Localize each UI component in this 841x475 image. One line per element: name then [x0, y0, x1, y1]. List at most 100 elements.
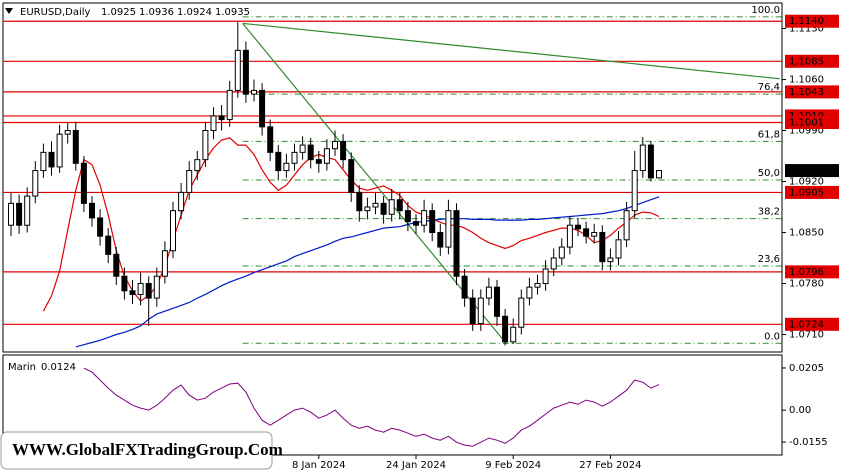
current-price: 1.0935	[789, 166, 824, 177]
watermark: WWW.GlobalFXTradingGroup.Com	[12, 440, 283, 459]
level-label-box	[785, 54, 839, 68]
candle-body	[469, 297, 476, 325]
candle-body	[178, 191, 185, 212]
candle-body	[631, 170, 638, 212]
candle-body	[64, 130, 71, 135]
candle-body	[396, 199, 403, 212]
candle-body	[8, 202, 14, 226]
symbol-title: EURUSD,Daily	[20, 7, 91, 18]
candle-body	[121, 275, 128, 292]
candle-body	[113, 253, 120, 277]
y2-tick-label: 0.00	[789, 405, 811, 416]
fib-label: 23,6	[758, 254, 780, 265]
y-tick-label: 1.0990	[789, 126, 824, 137]
candle-body	[348, 159, 355, 193]
y-tick-label: 1.0780	[789, 279, 824, 290]
x-tick-label: 9 Feb 2024	[485, 460, 541, 471]
candle-body	[453, 210, 460, 277]
candle-body	[323, 148, 330, 164]
candle-body	[89, 202, 95, 219]
indicator-plot	[83, 367, 660, 447]
candle-body	[437, 232, 444, 248]
menu-triangle[interactable]	[5, 8, 13, 14]
candle-body	[656, 170, 662, 179]
candle-body	[80, 162, 87, 204]
level-label-box	[785, 317, 839, 331]
candle-body	[388, 199, 395, 215]
fib-label: 100.0	[751, 5, 780, 16]
candle-body	[186, 170, 193, 193]
fib-label: 38,2	[758, 207, 780, 218]
candle-body	[639, 144, 646, 172]
candle-body	[105, 235, 112, 255]
candle-body	[413, 221, 419, 226]
candle-body	[566, 224, 573, 248]
fib-label: 76,4	[758, 82, 780, 93]
candle-body	[404, 210, 411, 223]
level-label-box	[785, 185, 839, 199]
candle-body	[210, 115, 217, 132]
level-label-box	[785, 14, 839, 28]
candle-body	[461, 275, 468, 299]
header-close: 1.0935	[215, 7, 250, 18]
candle-body	[364, 206, 371, 212]
x-tick-label: 8 Jan 2024	[292, 460, 346, 471]
candle-body	[283, 162, 290, 172]
candle-body	[575, 224, 581, 230]
candle-body	[299, 144, 306, 153]
candle-body	[494, 286, 500, 317]
candle-body	[194, 159, 201, 172]
watermark-box	[0, 431, 273, 470]
header-high: 1.0936	[139, 7, 174, 18]
level-label: 1.1140	[789, 16, 824, 27]
candle-body	[542, 268, 549, 285]
y2-tick-label: 0.0205	[789, 363, 824, 374]
header-low: 1.0924	[177, 7, 212, 18]
candle-body	[16, 202, 23, 226]
fib-label: 61,8	[758, 129, 780, 140]
candle-body	[170, 210, 176, 252]
candle-body	[40, 151, 47, 172]
level-label: 1.1085	[789, 56, 824, 67]
main-panel	[2, 2, 783, 353]
candle-body	[607, 257, 614, 263]
level-label: 1.0905	[789, 187, 824, 198]
current-price-box	[785, 164, 839, 178]
candle-body	[421, 210, 428, 226]
candle-body	[518, 297, 525, 328]
candle-body	[137, 283, 144, 295]
level-label: 1.0796	[789, 267, 824, 278]
candle-body	[510, 326, 517, 343]
axes: 1.11301.10601.09901.09201.08501.07801.07…	[292, 14, 839, 471]
candle-body	[380, 202, 387, 215]
candle-body	[202, 130, 209, 161]
x-tick-label: 24 Jan 2024	[386, 460, 446, 471]
y-tick-label: 1.0850	[789, 228, 824, 239]
level-label: 1.0724	[789, 319, 824, 330]
candle-body	[558, 246, 565, 259]
candle-body	[234, 49, 241, 91]
candle-body	[583, 228, 590, 237]
candle-body	[477, 297, 484, 325]
candle-body	[161, 250, 168, 277]
candle-body	[647, 144, 654, 179]
candle-body	[291, 151, 298, 164]
candle-body	[72, 130, 79, 164]
level-label: 1.1001	[789, 117, 824, 128]
fib-label: 50,0	[758, 168, 780, 179]
candle-body	[356, 191, 363, 212]
candle-body	[242, 49, 249, 95]
candle-body	[32, 170, 39, 197]
candle-body	[534, 283, 541, 288]
candle-body	[24, 195, 31, 226]
candle-body	[315, 159, 322, 164]
candle-body	[153, 275, 160, 299]
indicator-panel	[2, 354, 783, 456]
fib-label: 0.0	[764, 331, 780, 342]
candle-body	[599, 232, 606, 263]
candle-body	[218, 115, 225, 121]
candle-body	[48, 151, 55, 168]
candle-body	[485, 286, 492, 299]
candle-body	[340, 140, 347, 161]
